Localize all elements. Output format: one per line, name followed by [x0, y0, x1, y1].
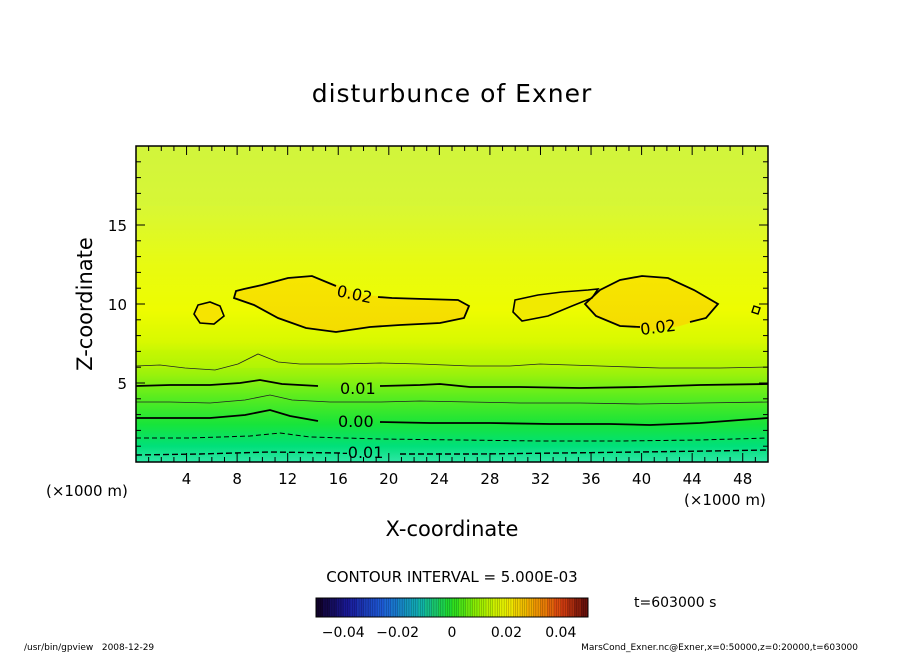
x-tick-label: 16: [329, 470, 348, 488]
contour-0.01: [136, 379, 768, 389]
colorbar-tick-label: 0.04: [545, 625, 576, 641]
colorbar-cell: [526, 598, 535, 617]
contour-0.02-left: [232, 275, 471, 333]
colorbar-cell: [397, 598, 405, 617]
y-tick-label: 10: [108, 296, 127, 314]
colorbar-tick-label: 0.02: [491, 625, 522, 641]
colorbar-cell: [581, 598, 589, 617]
colorbar-cell: [465, 598, 473, 617]
colorbar-cell: [404, 598, 412, 617]
high-region-small: [195, 302, 221, 324]
colorbar-cell: [479, 598, 487, 617]
contour-label-neg-0.01: -0.01: [342, 443, 383, 462]
colorbar-cell: [377, 598, 385, 617]
x-axis-label: X-coordinate: [386, 517, 519, 541]
colorbar-cell: [513, 598, 521, 617]
colorbar-cell: [390, 598, 399, 617]
colorbar-cell: [350, 598, 358, 617]
x-tick-label: 32: [531, 470, 550, 488]
colorbar-cell: [472, 598, 480, 617]
contour-neg-0.01: [136, 449, 768, 456]
contour-interval: CONTOUR INTERVAL = 5.000E-03: [326, 568, 577, 586]
x-tick-label: 44: [683, 470, 702, 488]
colorbar-cell: [384, 598, 392, 617]
contour-0.02-mid: [512, 288, 600, 322]
time-label: t=603000 s: [634, 595, 716, 611]
x-tick-label: 12: [278, 470, 297, 488]
x-tick-label: 8: [232, 470, 242, 488]
colorbar-tick-label: −0.02: [376, 625, 419, 641]
chart-title: disturbunce of Exner: [312, 79, 593, 108]
colorbar-tick-label: −0.04: [322, 625, 365, 641]
contour-0.02-right: [583, 275, 720, 328]
colorbar-tick-label: 0: [448, 625, 457, 641]
x-tick-label: 24: [430, 470, 449, 488]
colorbar-cell: [438, 598, 446, 617]
contour-label-0.00: 0.00: [338, 412, 374, 431]
colorbar-cell: [431, 598, 439, 617]
colorbar-cell: [322, 598, 331, 617]
y-axis-label: Z-coordinate: [73, 237, 97, 371]
high-region-left: [236, 276, 469, 332]
colorbar-cell: [452, 598, 460, 617]
contour-0.00: [136, 409, 768, 426]
colorbar-cell: [560, 598, 569, 617]
high-region-right: [585, 276, 718, 331]
colorbar-cell: [329, 598, 337, 617]
contour-label-0.01: 0.01: [340, 379, 376, 398]
x-unit-left: (×1000 m): [46, 482, 128, 500]
plot-area: [136, 146, 768, 462]
x-axis: 4 8 12 16 20 24 28 32 36 40 44 48: [148, 146, 756, 488]
colorbar-cell: [458, 598, 467, 617]
colorbar-cell: [574, 598, 582, 617]
colorbar-cell: [316, 598, 324, 617]
x-tick-label: 36: [581, 470, 600, 488]
colorbar-frame: [315, 597, 589, 618]
contour-0.005: [136, 394, 768, 405]
x-tick-label: 20: [379, 470, 398, 488]
contour-neg-0.005: [136, 432, 768, 442]
colorbar-cell: [492, 598, 501, 617]
colorbar-ticks: −0.04 −0.02 0 0.02 0.04: [322, 625, 577, 641]
colorbar-cell: [363, 598, 371, 617]
contour-0.02-small: [193, 301, 225, 325]
y-tick-label: 5: [117, 375, 127, 393]
x-unit-right: (×1000 m): [684, 491, 766, 509]
colorbar-cell: [554, 598, 562, 617]
colorbar-cell: [343, 598, 351, 617]
colorbar-cell: [418, 598, 426, 617]
colorbar-cell: [486, 598, 494, 617]
colorbar-cell: [336, 598, 344, 617]
y-tick-label: 15: [108, 217, 127, 235]
colorbar-cell: [540, 598, 548, 617]
colorbar-cell: [547, 598, 555, 617]
x-tick-label: 4: [182, 470, 192, 488]
colorbar-cell: [499, 598, 507, 617]
colorbar-cell: [520, 598, 528, 617]
x-tick-label: 40: [632, 470, 651, 488]
contour-label-0.02-right: 0.02: [639, 316, 677, 339]
x-tick-label: 28: [480, 470, 499, 488]
footer-left: /usr/bin/gpview 2008-12-29: [24, 643, 154, 653]
contour-0.02-edge: [751, 305, 761, 315]
contour-0.015: [136, 353, 768, 371]
colorbar-cell: [533, 598, 541, 617]
colorbar-cell: [445, 598, 453, 617]
x-tick-label: 48: [733, 470, 752, 488]
colorbar: [315, 598, 589, 617]
colorbar-cell: [411, 598, 419, 617]
colorbar-cell: [506, 598, 514, 617]
colorbar-cell: [567, 598, 575, 617]
y-axis: 5 10 15: [108, 161, 768, 447]
colorbar-cell: [424, 598, 433, 617]
colorbar-cell: [356, 598, 365, 617]
colorbar-cell: [370, 598, 378, 617]
footer-right: MarsCond_Exner.nc@Exner,x=0:50000,z=0:20…: [581, 643, 858, 653]
